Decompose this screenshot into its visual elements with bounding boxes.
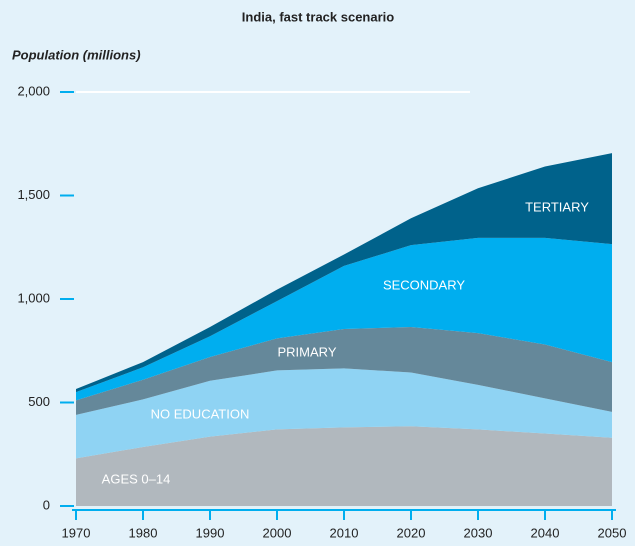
x-tick-label: 1970 xyxy=(62,525,91,540)
x-tick-label: 1990 xyxy=(196,525,225,540)
x-tick-label: 1980 xyxy=(129,525,158,540)
area-label: TERTIARY xyxy=(525,199,589,214)
y-tick-label: 1,000 xyxy=(17,290,50,305)
y-tick-label: 0 xyxy=(43,497,50,512)
area xyxy=(76,368,612,459)
x-tick-label: 2040 xyxy=(531,525,560,540)
x-tick-label: 2000 xyxy=(263,525,292,540)
x-tick-label: 2050 xyxy=(598,525,627,540)
area-label: SECONDARY xyxy=(383,277,465,292)
chart-title: India, fast track scenario xyxy=(242,9,395,24)
area xyxy=(76,237,612,401)
x-tick-label: 2010 xyxy=(330,525,359,540)
x-tick-label: 2020 xyxy=(397,525,426,540)
area xyxy=(76,153,612,393)
area-label: AGES 0–14 xyxy=(102,471,171,486)
area-label: NO EDUCATION xyxy=(151,406,250,421)
y-tick-label: 1,500 xyxy=(17,187,50,202)
x-tick-label: 2030 xyxy=(464,525,493,540)
area xyxy=(76,426,612,506)
area-label: PRIMARY xyxy=(278,344,337,359)
area xyxy=(76,326,612,415)
y-tick-label: 2,000 xyxy=(17,83,50,98)
y-tick-label: 500 xyxy=(28,394,50,409)
y-axis-label: Population (millions) xyxy=(12,47,141,62)
